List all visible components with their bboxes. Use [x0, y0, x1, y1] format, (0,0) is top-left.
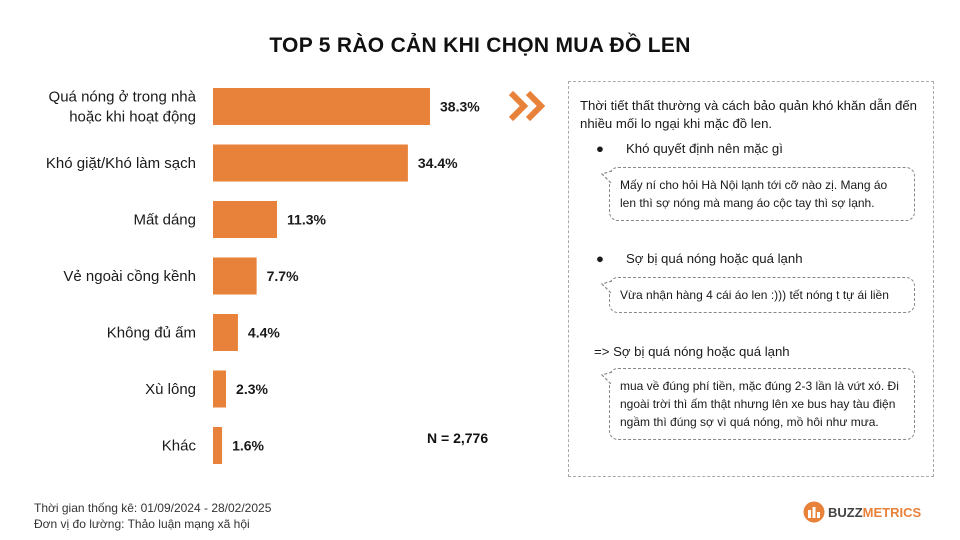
- bar: [213, 201, 278, 238]
- category-label: Vẻ ngoài cồng kềnh: [63, 268, 196, 285]
- bar-chart: 38.3% Quá nóng ở trong nhà hoặc khi hoạt đ…: [46, 88, 480, 464]
- quote-2: Vừa nhận hàng 4 cái áo len :))) tết nóng…: [601, 277, 915, 313]
- data-label: 4.4%: [248, 325, 280, 341]
- bar: [213, 88, 430, 125]
- quote-2-text: Vừa nhận hàng 4 cái áo len :))) tết nóng…: [620, 288, 889, 302]
- chart-title: TOP 5 RÀO CẢN KHI CHỌN MUA ĐỒ LEN: [269, 34, 691, 57]
- chevron-double-right-icon: [508, 90, 546, 122]
- logo-text-part1: BUZZ: [828, 504, 863, 520]
- data-label: 38.3%: [440, 99, 480, 115]
- buzzmetrics-logo-icon: [803, 501, 825, 523]
- speech-tail-icon: [601, 371, 613, 386]
- bullet-section-2: ● Sợ bị quá nóng hoặc quá lạnh: [596, 251, 803, 266]
- logo-text-part2: METRICS: [862, 504, 922, 520]
- data-label: 34.4%: [418, 155, 458, 171]
- speech-tail-icon: [601, 280, 613, 295]
- panel-intro: Thời tiết thất thường và cách bảo quản k…: [580, 98, 917, 131]
- data-label: 7.7%: [267, 268, 299, 284]
- bullet-section-1: ● Khó quyết định nên mặc gì: [596, 141, 783, 156]
- category-label: Quá nóng ở trong nhà hoặc khi hoạt động: [49, 89, 197, 126]
- footer: Thời gian thống kê: 01/09/2024 - 28/02/2…: [34, 500, 271, 532]
- category-label: Khó giặt/Khó làm sạch: [46, 155, 196, 172]
- sample-size-label: N = 2,776: [427, 430, 489, 446]
- bullet-dot-icon: ●: [596, 251, 604, 266]
- bar: [213, 314, 238, 351]
- footer-period: Thời gian thống kê: 01/09/2024 - 28/02/2…: [34, 501, 272, 515]
- bullet-dot-icon: ●: [596, 141, 604, 156]
- bar: [213, 257, 257, 295]
- section-1-label: Khó quyết định nên mặc gì: [626, 141, 783, 156]
- category-label: Khác: [162, 438, 197, 455]
- insight-panel: [568, 81, 934, 477]
- bar: [213, 144, 408, 182]
- quote-3-text: mua về đúng phí tiền, mặc đúng 2-3 lần l…: [620, 379, 899, 429]
- speech-tail-icon: [601, 170, 613, 185]
- data-label: 11.3%: [287, 212, 326, 228]
- bar: [213, 370, 227, 408]
- section-2-label: Sợ bị quá nóng hoặc quá lạnh: [626, 251, 803, 266]
- category-label: Không đủ ấm: [107, 325, 196, 342]
- section-3-label: => Sợ bị quá nóng hoặc quá lạnh: [594, 344, 790, 359]
- category-label: Xù lông: [145, 381, 196, 398]
- footer-unit: Đơn vị đo lường: Thảo luận mạng xã hội: [34, 517, 250, 531]
- bar: [213, 427, 223, 464]
- data-label: 1.6%: [232, 438, 264, 454]
- quote-1-text: Mấy ní cho hỏi Hà Nội lạnh tới cỡ nào zị…: [620, 178, 888, 210]
- brand-logo: BUZZ METRICS: [803, 501, 921, 523]
- data-label: 2.3%: [236, 381, 268, 397]
- quote-1: Mấy ní cho hỏi Hà Nội lạnh tới cỡ nào zị…: [601, 167, 915, 221]
- quote-3: mua về đúng phí tiền, mặc đúng 2-3 lần l…: [601, 368, 915, 440]
- category-label: Mất dáng: [133, 212, 196, 229]
